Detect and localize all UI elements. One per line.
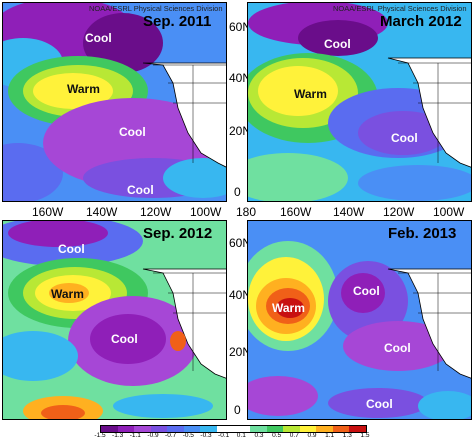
color-swatch [101,426,118,432]
color-swatch [134,426,151,432]
color-swatch [200,426,217,432]
color-scale-tick-label: -0.3 [200,432,212,439]
color-scale-tick-label: -1.3 [112,432,124,439]
lon-label: 140W [333,205,365,219]
lat-label: 60N [229,20,252,34]
warm-label: Warm [67,82,100,96]
color-swatch [183,426,201,432]
color-scale-tick-label: 1.5 [360,432,370,439]
cool-label: Cool [353,284,380,298]
cool-label: Cool [324,37,351,51]
anomaly-field-sep-2012 [3,221,226,419]
lat-label: 0 [234,185,241,199]
color-scale-tick-label: -0.9 [147,432,159,439]
map-panel-march-2012: NOAA/ESRL Physical Sciences Division Mar… [247,2,472,202]
warm-label: Warm [51,287,84,301]
color-scale-tick-label: 0.3 [254,432,264,439]
lat-label: 40N [229,71,252,85]
color-scale-ticks: -1.5 -1.3 -1.1 -0.9 -0.7 -0.5 -0.3 -0.1 0.1 0.3 0.… [94,432,375,442]
cool-label: Cool [391,131,418,145]
color-swatch [117,426,135,432]
anomaly-field-sep-2011 [3,3,226,201]
anomaly-field-march-2012 [248,3,471,201]
lon-label: 180 [236,205,257,219]
lon-label: 100W [433,205,465,219]
color-scale-tick-label: 0.1 [236,432,246,439]
color-scale-tick-label: -1.5 [94,432,106,439]
cool-label: Cool [58,242,85,256]
color-scale-bar [100,425,367,433]
color-swatch [233,426,251,432]
lon-label: 140W [86,205,118,219]
color-scale-tick-label: -0.1 [218,432,230,439]
color-scale-tick-label: -0.7 [165,432,177,439]
credit-text: NOAA/ESRL Physical Sciences Division [333,4,467,13]
color-scale-tick-label: 0.7 [289,432,299,439]
color-scale-tick-label: 1.1 [325,432,335,439]
map-panel-feb-2013: Feb. 2013 Warm Cool Cool Cool [247,220,472,420]
color-swatch [332,426,350,432]
lon-label: 160W [280,205,312,219]
lon-label: 120W [140,205,172,219]
warm-label: Warm [272,301,305,315]
cool-label: Cool [85,31,112,45]
color-swatch [250,426,267,432]
lat-label: 0 [234,403,241,417]
color-scale-tick-label: -0.5 [182,432,194,439]
color-swatch [150,426,168,432]
lat-label: 40N [229,288,252,302]
lat-label: 20N [229,124,252,138]
color-swatch [316,426,333,432]
color-scale-tick-label: 0.9 [307,432,317,439]
color-scale-tick-label: 0.5 [272,432,282,439]
color-swatch [283,426,300,432]
lon-label: 160W [32,205,64,219]
color-swatch [349,426,366,432]
credit-text: NOAA/ESRL Physical Sciences Division [89,4,223,13]
color-swatch [299,426,317,432]
map-panel-sep-2012: Sep. 2012 Cool Warm Cool [2,220,227,420]
lat-label: 20N [229,345,252,359]
lon-label: 120W [383,205,415,219]
color-swatch [216,426,234,432]
panel-title: Feb. 2013 [388,225,457,242]
panel-title: Sep. 2012 [143,225,213,242]
warm-label: Warm [294,87,327,101]
lat-label: 60N [229,236,252,250]
cool-label: Cool [127,183,154,197]
color-scale-tick-label: 1.3 [342,432,352,439]
cool-label: Cool [119,125,146,139]
panel-title: March 2012 [380,13,462,30]
cool-label: Cool [366,397,393,411]
cool-label: Cool [111,332,138,346]
lon-label: 100W [190,205,222,219]
panel-title: Sep. 2011 [143,13,212,30]
color-swatch [266,426,284,432]
color-scale-tick-label: -1.1 [129,432,141,439]
color-swatch [167,426,184,432]
cool-label: Cool [384,341,411,355]
map-panel-sep-2011: NOAA/ESRL Physical Sciences Division Sep… [2,2,227,202]
anomaly-field-feb-2013 [248,221,471,419]
